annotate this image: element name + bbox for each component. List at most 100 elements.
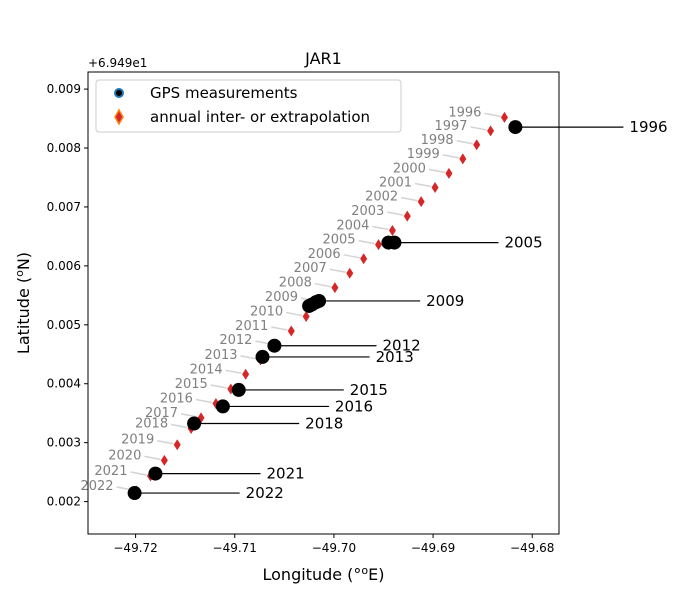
y-axis-label-tail: N): [14, 252, 33, 270]
gps-year-label: 2013: [376, 348, 414, 366]
annual-leader-line: [180, 413, 198, 418]
y-tick-label: 0.002: [47, 495, 81, 509]
annual-leader-line: [144, 455, 161, 461]
y-offset-text: +6.949e1: [88, 56, 147, 70]
annual-year-label: 2016: [160, 391, 193, 406]
annual-diamond-marker: [487, 125, 495, 137]
annual-year-label: 2005: [322, 233, 355, 248]
annual-leader-line: [372, 225, 389, 231]
annual-diamond-marker: [375, 239, 383, 251]
annual-diamond-marker: [331, 282, 339, 294]
annual-diamond-marker: [417, 196, 425, 208]
legend-annual-marker: [114, 108, 124, 126]
legend-annual-label: annual inter- or extrapolation: [150, 108, 370, 126]
x-tick-label: −49.70: [312, 541, 356, 555]
annual-diamond-marker: [346, 267, 354, 279]
annual-diamond-marker: [287, 325, 295, 337]
gps-measurement-marker: [215, 399, 230, 414]
y-axis-label: Latitude (oN): [13, 252, 33, 354]
annual-leader-line: [271, 326, 288, 331]
gps-year-label: 1996: [629, 118, 667, 136]
annual-leader-line: [387, 211, 404, 216]
gps-year-label: 2005: [504, 234, 542, 252]
annual-year-label: 2014: [190, 362, 223, 377]
y-axis-label-superscript: o: [13, 270, 26, 277]
annual-year-label: 2022: [80, 479, 113, 494]
gps-measurement-marker: [187, 416, 202, 431]
annual-leader-line: [329, 268, 346, 273]
annual-year-label: 2004: [336, 219, 369, 234]
annual-leader-line: [484, 112, 501, 118]
annual-leader-line: [130, 471, 147, 476]
annual-diamond-marker: [459, 153, 467, 165]
annual-year-label: 2010: [250, 305, 283, 320]
annual-year-label: 2008: [279, 276, 312, 291]
annual-year-label: 2006: [308, 247, 341, 262]
x-tick-label: −49.69: [411, 541, 455, 555]
gps-measurement-marker: [267, 338, 282, 353]
annual-leader-line: [210, 384, 227, 389]
annual-diamond-marker: [302, 311, 310, 323]
annual-leader-line: [195, 398, 213, 404]
gps-measurement-marker: [231, 382, 246, 397]
annual-year-label: 2002: [365, 190, 398, 205]
gps-year-label: 2009: [426, 292, 464, 310]
annual-year-label: 2019: [121, 433, 154, 448]
x-tick-label: −49.72: [113, 541, 157, 555]
annual-year-label: 2015: [175, 377, 208, 392]
y-tick-label: 0.009: [47, 82, 81, 96]
annual-diamond-marker: [403, 210, 411, 222]
annual-leader-line: [343, 254, 360, 259]
annual-leader-line: [157, 439, 174, 445]
y-tick-label: 0.007: [47, 200, 81, 214]
plot-area: 1996199719981999200020012002200320042005…: [80, 105, 667, 502]
annual-leader-line: [414, 182, 432, 188]
annual-leader-line: [240, 355, 257, 360]
chart-title: JAR1: [304, 49, 342, 68]
annual-leader-line: [170, 423, 188, 429]
annual-diamond-marker: [360, 253, 368, 265]
legend-box: [95, 79, 402, 133]
annual-year-label: 2013: [204, 348, 237, 363]
annual-diamond-marker: [160, 454, 168, 466]
annual-diamond-marker: [431, 182, 439, 193]
annual-diamond-marker: [388, 225, 396, 237]
annual-leader-line: [286, 311, 303, 317]
y-tick-label: 0.003: [47, 436, 81, 450]
annual-leader-line: [428, 168, 446, 174]
annual-year-label: 1997: [434, 119, 467, 134]
gps-measurement-marker: [387, 235, 402, 250]
annual-year-label: 2007: [294, 261, 327, 276]
gps-measurement-marker: [255, 349, 270, 364]
annual-diamond-marker: [473, 139, 481, 151]
annual-leader-line: [401, 196, 418, 202]
annual-leader-line: [225, 369, 242, 375]
annual-year-label: 1998: [421, 133, 454, 148]
legend-gps-marker: [114, 88, 124, 98]
gps-measurement-marker: [148, 466, 163, 481]
annual-year-label: 2003: [351, 204, 384, 219]
annual-year-label: 2021: [94, 464, 127, 479]
x-tick-label: −49.68: [510, 541, 554, 555]
annual-year-label: 1999: [407, 147, 440, 162]
annual-year-label: 2000: [393, 161, 426, 176]
annual-leader-line: [358, 239, 375, 245]
annual-year-label: 2011: [235, 319, 268, 334]
gps-year-label: 2012: [383, 337, 421, 355]
gps-measurement-marker: [312, 293, 327, 308]
gps-year-label: 2018: [305, 415, 343, 433]
annual-year-label: 2009: [265, 290, 298, 305]
annual-leader-line: [442, 154, 459, 159]
x-axis-label-superscript: o: [361, 564, 368, 577]
annual-year-label: 2020: [108, 448, 141, 463]
annual-leader-line: [470, 126, 487, 131]
gps-measurement-marker: [127, 486, 142, 501]
legend: GPS measurements annual inter- or extrapo…: [95, 79, 402, 133]
annual-diamond-marker: [445, 167, 453, 179]
annual-year-label: 2017: [145, 406, 178, 421]
y-tick-label: 0.006: [47, 259, 81, 273]
gps-year-label: 2022: [246, 484, 284, 502]
gps-year-label: 2015: [350, 381, 388, 399]
annual-leader-line: [456, 140, 473, 145]
